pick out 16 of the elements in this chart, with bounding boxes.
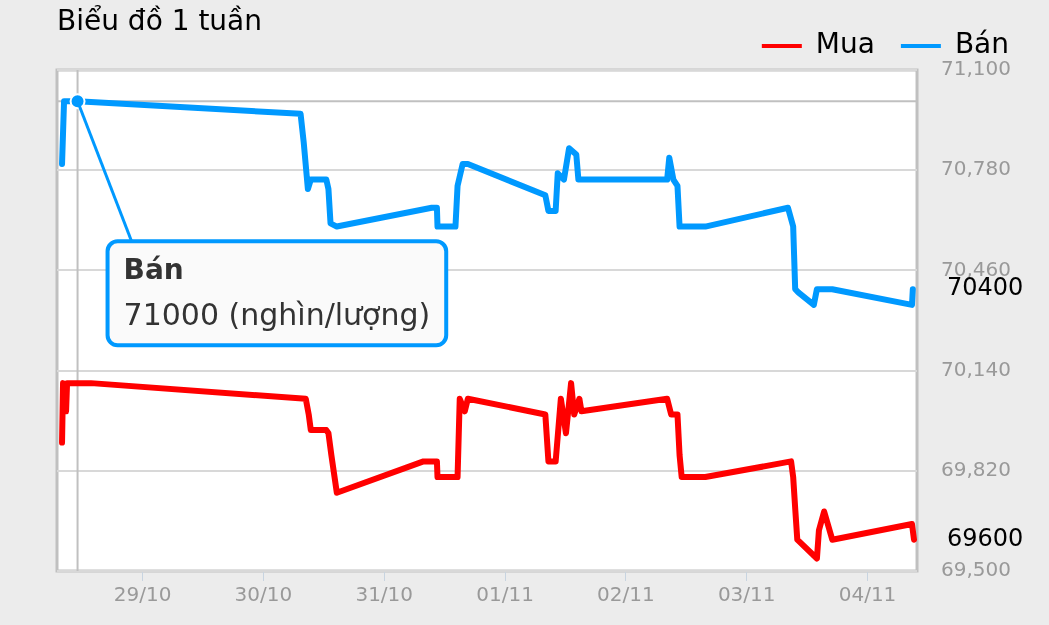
- x-tick-label: 29/10: [113, 582, 172, 607]
- annotation: 71000 (nghìn/lượng): [123, 297, 431, 333]
- legend-label: Mua: [815, 27, 875, 61]
- annotation: 69600: [947, 523, 1024, 552]
- x-tick-label: 02/11: [597, 582, 655, 607]
- x-tick-label: 30/10: [234, 582, 293, 607]
- x-tick-label: 31/10: [355, 582, 414, 607]
- annotation: Bán: [123, 252, 184, 286]
- y-tick-label: 69,500: [941, 557, 1011, 582]
- chart-title: Biểu đồ 1 tuần: [57, 4, 263, 37]
- x-tick-label: 04/11: [838, 582, 897, 607]
- y-tick-label: 70,780: [941, 156, 1011, 181]
- x-tick-label: 03/11: [717, 582, 776, 607]
- x-tick-label: 01/11: [476, 582, 534, 607]
- y-tick-label: 70,140: [941, 356, 1011, 381]
- y-tick-label: 69,820: [941, 457, 1011, 481]
